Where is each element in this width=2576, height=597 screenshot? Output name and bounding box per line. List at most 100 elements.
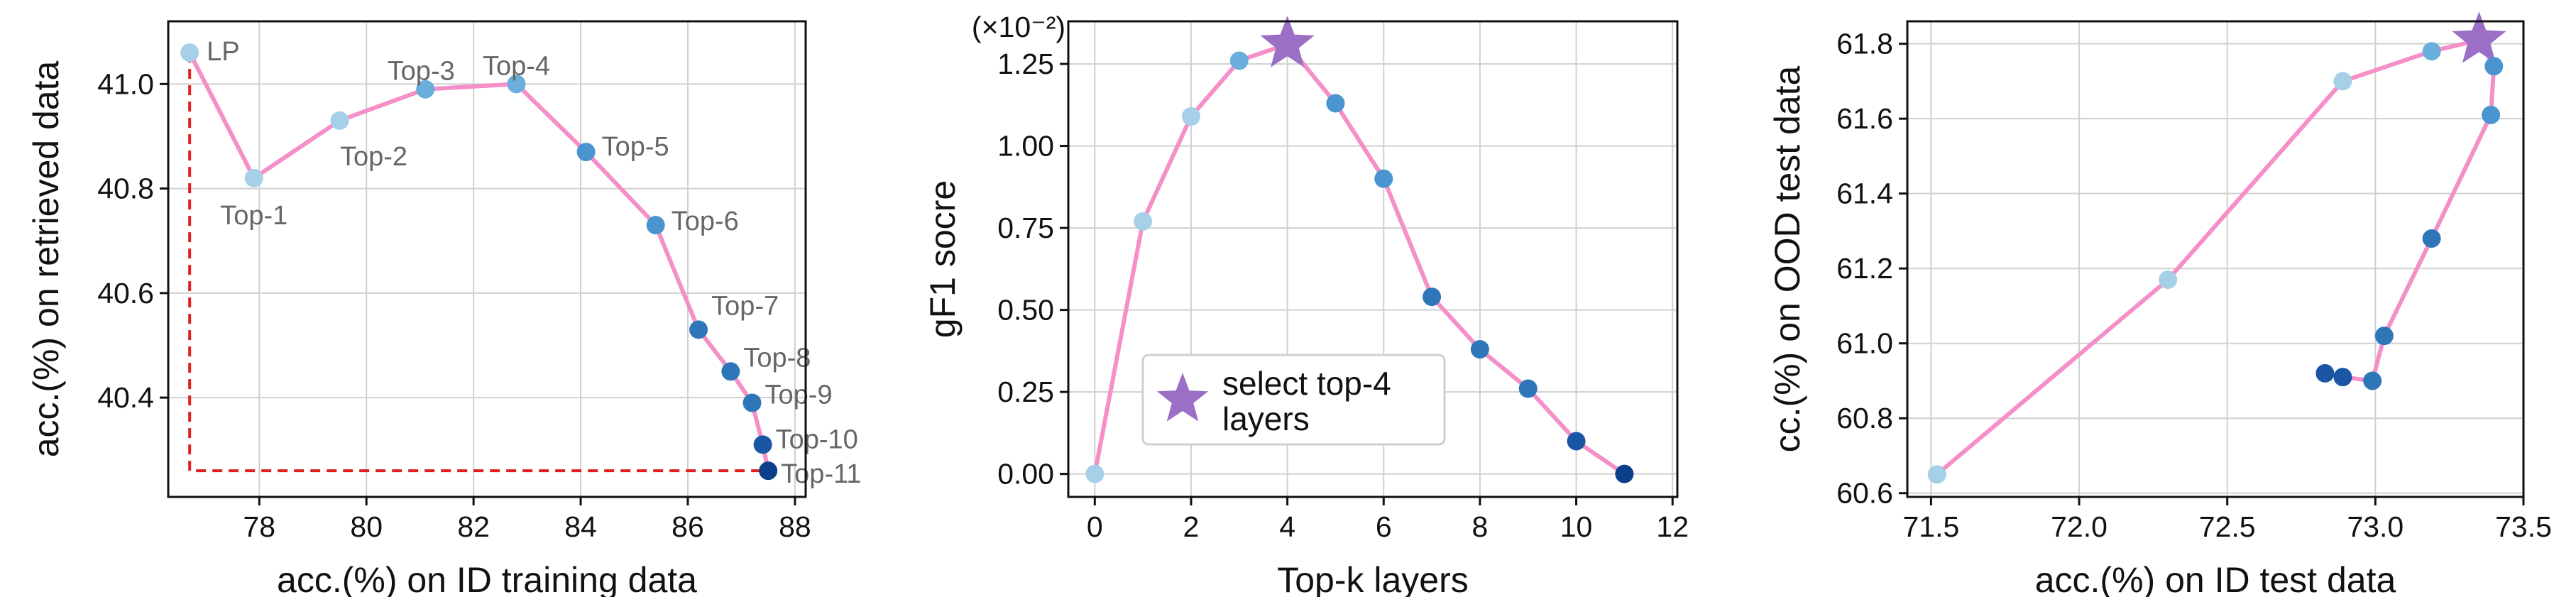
series-line — [1935, 38, 2496, 476]
point-annotation: Top-10 — [776, 425, 858, 454]
x-tick-label: 73.0 — [2347, 510, 2404, 543]
selected-star-point — [2452, 11, 2506, 63]
plot-border — [1906, 20, 2525, 498]
data-point — [1085, 464, 1105, 483]
x-tick-label: 10 — [1560, 510, 1593, 543]
data-point — [1326, 94, 1345, 113]
data-point — [2422, 229, 2441, 248]
y-tick-label: 61.8 — [1836, 28, 1893, 60]
data-point — [2363, 371, 2382, 390]
plot-border — [167, 20, 807, 498]
point-annotation: Top-2 — [340, 142, 407, 172]
y-tick-label: 40.4 — [97, 381, 154, 414]
y-tick-label: 1.25 — [997, 48, 1054, 80]
point-annotation: Top-1 — [220, 201, 287, 231]
data-point — [2482, 105, 2501, 124]
data-point — [1470, 340, 1489, 359]
x-tick-label: 84 — [564, 510, 597, 543]
selected-star-point — [1260, 16, 1315, 67]
tick-labels: 71.5 72.0 72.5 73.0 73.5 60.6 60.8 61.0 61.2 61.4… — [1836, 28, 2552, 543]
legend: select top-4 layers — [1141, 354, 1446, 446]
x-tick-label: 73.5 — [2495, 510, 2552, 543]
x-tick-label: 12 — [1656, 510, 1689, 543]
x-tick-label: 71.5 — [1902, 510, 1959, 543]
data-point — [1518, 379, 1538, 398]
x-tick-label: 72.5 — [2199, 510, 2256, 543]
x-axis-label: Top-k layers — [1277, 560, 1469, 597]
x-axis-label: acc.(%) on ID training data — [277, 560, 697, 597]
series-lines — [187, 51, 771, 473]
series-lines — [1935, 38, 2496, 476]
series-lines — [1092, 42, 1626, 476]
data-point — [2422, 42, 2441, 61]
series-points — [1085, 16, 1634, 483]
y-tick-label: 40.6 — [97, 277, 154, 310]
y-tick-label: 61.6 — [1836, 102, 1893, 135]
point-annotation: LP — [207, 37, 239, 67]
point-annotation: Top-7 — [711, 291, 779, 321]
data-point — [646, 216, 665, 235]
y-tick-label: 0.00 — [997, 458, 1054, 491]
x-axis-label: acc.(%) on ID test data — [2035, 560, 2396, 597]
data-point — [753, 435, 772, 454]
y-tick-label: 40.8 — [97, 172, 154, 205]
series-points: LP Top-1 Top-2 Top-3 Top-4 Top-5 Top-6 Top-7 Top… — [180, 37, 862, 489]
data-point — [1229, 51, 1249, 70]
data-point — [1615, 464, 1634, 483]
data-point — [1927, 465, 1946, 484]
plot-frame — [1060, 20, 1679, 505]
y-tick-label: 0.75 — [997, 212, 1054, 244]
x-tick-label: 78 — [243, 510, 275, 543]
series-points — [1927, 11, 2506, 484]
y-tick-label: 60.6 — [1836, 477, 1893, 510]
data-point — [721, 362, 740, 381]
data-point — [1181, 107, 1200, 126]
y-tick-label: 0.50 — [997, 294, 1054, 327]
legend-star-icon — [1156, 373, 1209, 422]
plot-frame — [1899, 20, 2525, 505]
data-point — [416, 80, 435, 99]
y-tick-label: 60.8 — [1836, 402, 1893, 434]
x-tick-label: 82 — [457, 510, 490, 543]
data-point — [2333, 368, 2352, 387]
y-axis-label: cc.(%) on OOD test data — [1767, 65, 1807, 452]
x-tick-label: 86 — [672, 510, 704, 543]
data-point — [742, 393, 762, 412]
y-tick-label: 61.2 — [1836, 252, 1893, 285]
data-point — [2374, 327, 2394, 346]
data-point — [2333, 72, 2352, 91]
point-annotation: Top-4 — [483, 51, 550, 81]
legend-star-shape — [1156, 373, 1209, 422]
point-annotation: Top-9 — [765, 380, 833, 410]
data-point — [180, 43, 199, 62]
data-point — [2484, 57, 2504, 76]
x-tick-label: 4 — [1279, 510, 1295, 543]
data-point — [689, 320, 708, 339]
y-tick-label: 61.4 — [1836, 177, 1893, 210]
x-tick-label: 72.0 — [2051, 510, 2108, 543]
tick-labels: 78 80 82 84 86 88 40.4 40.6 40.8 41.0 — [97, 67, 811, 543]
data-point — [2159, 270, 2178, 290]
x-tick-label: 8 — [1472, 510, 1489, 543]
panel-ood-accuracy: 71.5 72.0 72.5 73.0 73.5 60.6 60.8 61.0 61.2 61.4… — [1767, 11, 2552, 597]
x-tick-label: 0 — [1087, 510, 1103, 543]
grid — [1907, 21, 2524, 497]
data-point — [1134, 212, 1153, 231]
data-point — [1423, 287, 1442, 307]
panel-gf1-score: 0 2 4 6 8 10 12 0.00 0.25 0.50 0.75 1.00 1.25 Top-k … — [923, 11, 1689, 597]
data-point — [330, 111, 349, 130]
data-point — [2315, 363, 2335, 383]
tick-labels: 0 2 4 6 8 10 12 0.00 0.25 0.50 0.75 1.00 1.25 — [997, 48, 1689, 543]
x-tick-label: 2 — [1183, 510, 1200, 543]
point-annotation: Top-8 — [743, 343, 811, 373]
panel-retrieved-accuracy: LP Top-1 Top-2 Top-3 Top-4 Top-5 Top-6 Top-7 Top… — [26, 20, 862, 597]
legend-box — [1141, 354, 1446, 446]
x-tick-label: 80 — [350, 510, 383, 543]
legend-label-line1: select top-4 — [1222, 365, 1391, 402]
point-annotation: Top-6 — [672, 207, 739, 236]
data-point — [576, 143, 596, 162]
plot-border — [1067, 20, 1679, 498]
y-tick-label: 41.0 — [97, 67, 154, 100]
legend-label-line2: layers — [1222, 400, 1310, 437]
y-axis-label: acc.(%) on retrieved data — [26, 61, 66, 458]
